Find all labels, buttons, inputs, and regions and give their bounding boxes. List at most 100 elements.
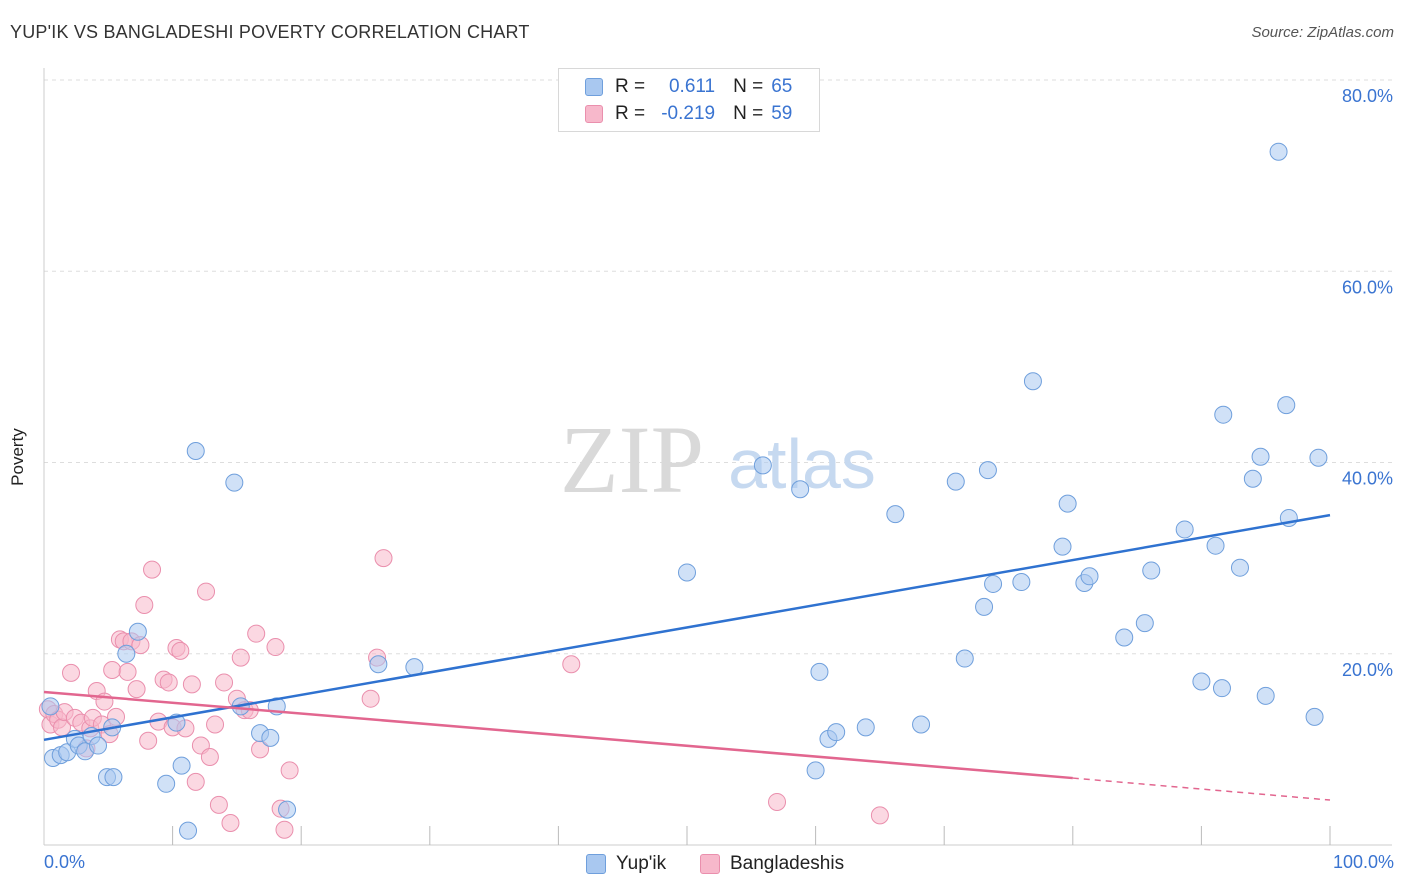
bangladeshis-point (197, 582, 216, 601)
yupik-point (1243, 469, 1262, 488)
bangladeshis-point (143, 560, 162, 579)
y-tick-labels: 20.0% 40.0% 60.0% 80.0% (1342, 86, 1393, 680)
bangladeshis-point (215, 673, 234, 692)
legend-r-value: -0.219 (661, 103, 716, 124)
bangladeshis-point (361, 689, 380, 708)
bangladeshis-point (118, 662, 137, 681)
legend-n-value: 59 (771, 103, 793, 124)
yupik-point (1256, 686, 1275, 705)
legend-row-yupik: R = 0.611 N = 65 (585, 76, 792, 98)
x-tick-label-min: 0.0% (44, 852, 86, 872)
y-tick-label: 20.0% (1342, 660, 1393, 680)
bangladeshis-point (221, 814, 240, 833)
bangladeshis-trend-extension (1072, 777, 1331, 801)
bangladeshis-point (200, 748, 219, 767)
x-tick-label-max: 100.0% (1332, 852, 1394, 872)
chart-title: YUP'IK VS BANGLADESHI POVERTY CORRELATIO… (10, 22, 530, 42)
bangladeshis-point (171, 641, 190, 660)
yupik-point (1115, 628, 1134, 647)
yupik-point (157, 774, 176, 793)
bangladeshis-point (280, 761, 299, 780)
yupik-legend-label: Yup'ik (616, 853, 667, 874)
yupik-point (179, 821, 198, 840)
yupik-point (225, 473, 244, 492)
legend-n-label: N = (733, 103, 764, 124)
yupik-point (369, 655, 388, 674)
bangladeshis-point (186, 772, 205, 791)
legend-r-label: R = (615, 103, 646, 124)
legend-item-bangladeshis: Bangladeshis (700, 852, 844, 876)
bangladeshis-point (768, 792, 787, 811)
bangladeshis-point (182, 675, 201, 694)
yupik-point (186, 442, 205, 461)
bangladeshis-trend-line (43, 690, 1073, 780)
correlation-legend: R = 0.611 N = 65 R = -0.219 N = 59 (558, 68, 820, 132)
yupik-point (1277, 396, 1296, 415)
bangladeshis-legend-label: Bangladeshis (730, 853, 845, 874)
bangladeshis-legend-swatch (700, 854, 720, 874)
yupik-point (984, 574, 1003, 593)
bangladeshis-point (103, 661, 122, 680)
yupik-point (1206, 536, 1225, 555)
yupik-point (791, 480, 810, 499)
bangladeshis-point (266, 638, 285, 657)
yupik-legend-swatch (586, 854, 606, 874)
yupik-point (128, 622, 147, 641)
yupik-point (1212, 679, 1231, 698)
yupik-point (753, 456, 772, 475)
bangladeshis-point (374, 549, 393, 568)
yupik-point (1058, 494, 1077, 513)
bangladeshis-point (139, 731, 158, 750)
bangladeshis-point (247, 624, 266, 643)
yupik-point (1269, 142, 1288, 161)
yupik-point (1080, 567, 1099, 586)
source-label: Source: ZipAtlas.com (1251, 24, 1394, 41)
yupik-point (1309, 448, 1328, 467)
bangladeshis-point (135, 595, 154, 614)
watermark: ZIP atlas (560, 406, 876, 513)
axes (43, 68, 1392, 846)
bangladeshis-point (209, 795, 228, 814)
yupik-point (104, 768, 123, 787)
bangladeshis-point (275, 820, 294, 839)
yupik-point (89, 736, 108, 755)
bangladeshis-points (38, 549, 889, 839)
legend-n-label: N = (733, 76, 764, 97)
yupik-point (1175, 520, 1194, 539)
legend-n-value: 65 (771, 76, 793, 97)
yupik-point (1230, 558, 1249, 577)
yupik-point (1305, 707, 1324, 726)
yupik-point (1053, 537, 1072, 556)
yupik-point (1135, 614, 1154, 633)
yupik-point (955, 649, 974, 668)
legend-row-bangladeshis: R = -0.219 N = 59 (585, 103, 792, 125)
bangladeshis-point (159, 673, 178, 692)
yupik-point (1214, 405, 1233, 424)
legend-r-label: R = (615, 76, 646, 97)
yupik-points (41, 142, 1328, 840)
yupik-swatch (585, 78, 603, 96)
trend-lines (43, 513, 1331, 801)
bangladeshis-point (562, 655, 581, 674)
yupik-point (810, 662, 829, 681)
yupik-point (975, 597, 994, 616)
yupik-point (946, 472, 965, 491)
yupik-point (1251, 447, 1270, 466)
yupik-point (278, 800, 297, 819)
legend-item-yupik: Yup'ik (586, 852, 666, 876)
yupik-point (678, 563, 696, 582)
yupik-point (912, 715, 931, 734)
yupik-point (41, 697, 60, 716)
yupik-point (1023, 372, 1042, 391)
yupik-point (827, 723, 846, 742)
yupik-point (1192, 672, 1211, 691)
bangladeshis-point (62, 663, 81, 682)
yupik-point (1012, 573, 1031, 592)
y-tick-label: 80.0% (1342, 86, 1393, 106)
yupik-trend-line (43, 513, 1331, 742)
watermark-zip: ZIP (560, 406, 704, 513)
bangladeshis-point (127, 680, 146, 699)
yupik-point (261, 728, 280, 747)
y-tick-label: 40.0% (1342, 469, 1393, 489)
